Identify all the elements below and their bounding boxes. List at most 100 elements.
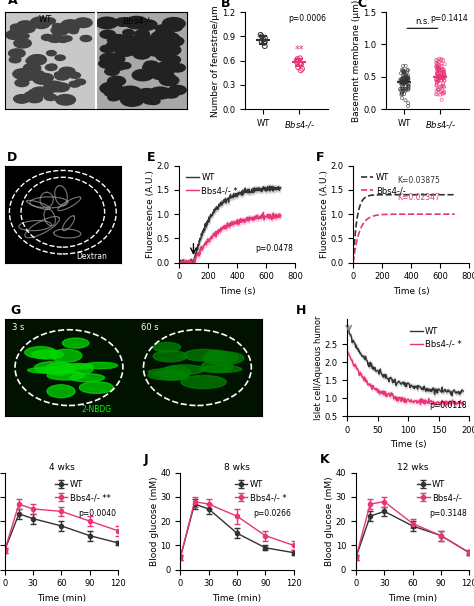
Circle shape <box>74 18 92 27</box>
Circle shape <box>9 49 25 58</box>
Legend: WT, Bbs4-/- *: WT, Bbs4-/- * <box>407 323 465 352</box>
Point <box>440 81 447 91</box>
Bbs4-/- * <box>176 259 182 267</box>
Circle shape <box>155 25 171 33</box>
Text: H: H <box>296 304 306 317</box>
WT <box>345 323 350 330</box>
Circle shape <box>143 98 155 104</box>
Point <box>434 69 441 79</box>
Circle shape <box>69 72 81 78</box>
WT <box>460 388 466 395</box>
Circle shape <box>125 16 148 29</box>
Bbs4-/- <box>434 210 439 218</box>
Circle shape <box>19 33 29 39</box>
Circle shape <box>118 86 141 98</box>
Text: p=0.0006: p=0.0006 <box>289 14 327 23</box>
Bbs4-/- * <box>460 400 466 407</box>
Point <box>261 33 269 43</box>
Point <box>400 73 408 82</box>
Point <box>404 70 412 80</box>
WT <box>349 339 355 346</box>
Point <box>401 86 409 96</box>
Point <box>405 84 412 93</box>
Legend: WT, Bbs4-/- **: WT, Bbs4-/- ** <box>51 477 114 505</box>
Line: Bbs4-/-: Bbs4-/- <box>353 214 455 263</box>
Circle shape <box>46 64 57 70</box>
Text: n.s.: n.s. <box>415 18 430 27</box>
Point <box>400 65 407 75</box>
Circle shape <box>37 73 53 82</box>
Point <box>432 75 440 84</box>
Point <box>298 64 306 73</box>
Circle shape <box>17 21 35 30</box>
Circle shape <box>105 90 116 96</box>
Point <box>434 63 442 73</box>
Point <box>433 75 441 85</box>
Y-axis label: Blood glucose (mM): Blood glucose (mM) <box>150 476 159 566</box>
Point <box>436 65 443 75</box>
Point <box>433 77 441 87</box>
Point <box>400 74 408 84</box>
Point <box>434 62 441 72</box>
Point <box>257 30 264 39</box>
Title: 8 wks: 8 wks <box>224 463 250 471</box>
Circle shape <box>104 53 125 64</box>
Point <box>439 81 447 90</box>
Point <box>438 65 446 75</box>
Text: B: B <box>220 0 230 10</box>
Point <box>404 101 412 111</box>
Bbs4-/- * <box>344 344 350 351</box>
Circle shape <box>147 98 160 104</box>
Bbs4-/- * <box>260 209 266 216</box>
Text: WT: WT <box>38 15 52 24</box>
Title: 4 wks: 4 wks <box>48 463 74 471</box>
WT <box>411 191 417 198</box>
Point <box>438 70 446 80</box>
Point <box>404 65 411 75</box>
Point <box>432 75 440 85</box>
Point <box>398 90 405 99</box>
Circle shape <box>14 39 31 48</box>
Circle shape <box>55 95 75 105</box>
Point <box>402 70 410 80</box>
Text: **: ** <box>295 45 304 55</box>
Circle shape <box>53 25 68 33</box>
Point <box>297 60 304 70</box>
Point <box>402 61 410 71</box>
Circle shape <box>137 21 153 29</box>
Point <box>440 70 448 80</box>
Point <box>400 67 407 76</box>
Circle shape <box>25 92 36 98</box>
Point <box>397 68 405 78</box>
Point <box>400 79 407 89</box>
Text: p=0.0266: p=0.0266 <box>254 509 292 518</box>
Ellipse shape <box>46 362 75 375</box>
WT <box>216 201 222 208</box>
Y-axis label: Fluorescence (A.U.): Fluorescence (A.U.) <box>146 170 155 258</box>
Point <box>293 56 301 65</box>
Line: WT: WT <box>353 195 455 263</box>
Point <box>397 75 404 84</box>
Point <box>401 79 408 88</box>
Point <box>296 53 304 63</box>
Circle shape <box>100 45 113 52</box>
Circle shape <box>136 40 155 50</box>
Bbs4-/- * <box>250 216 255 223</box>
Circle shape <box>66 25 79 32</box>
Circle shape <box>10 27 26 35</box>
Point <box>434 56 441 65</box>
Point <box>438 68 446 78</box>
Point <box>435 70 443 79</box>
Circle shape <box>115 47 127 54</box>
Circle shape <box>29 55 46 64</box>
Point <box>434 59 442 68</box>
WT <box>366 363 372 370</box>
Circle shape <box>23 64 41 73</box>
Circle shape <box>14 95 30 103</box>
Circle shape <box>96 17 118 28</box>
Point <box>405 81 412 91</box>
Point <box>404 75 412 84</box>
Bbs4-/- * <box>349 357 355 364</box>
Bbs4-/- * <box>443 403 448 410</box>
Bbs4-/- * <box>176 257 182 264</box>
